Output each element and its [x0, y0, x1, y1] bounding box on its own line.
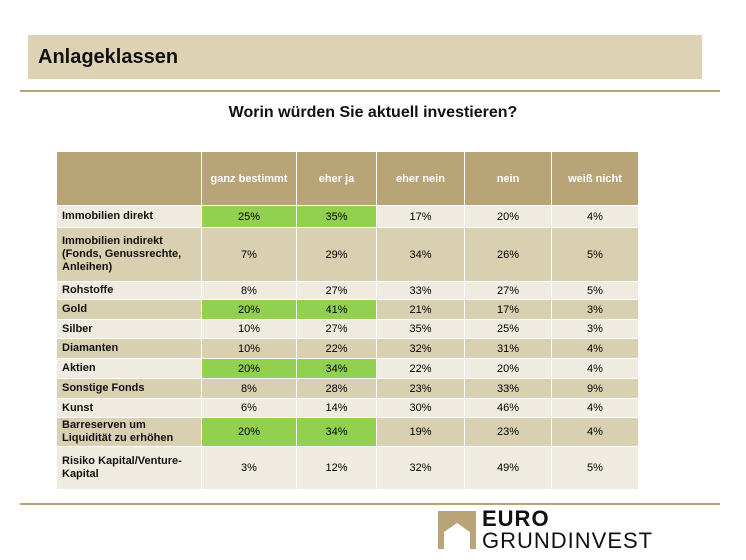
value-cell: 23%: [376, 378, 465, 399]
row-label: Aktien: [56, 358, 202, 379]
value-cell: 22%: [376, 358, 465, 379]
row-label: Barreserven um Liquidität zu erhöhen: [56, 417, 202, 447]
slide-title: Anlageklassen: [28, 35, 702, 79]
value-cell: 23%: [464, 417, 552, 447]
value-cell: 28%: [296, 378, 377, 399]
top-divider: [20, 90, 720, 92]
table-row: Gold 20% 41% 21% 17% 3%: [56, 299, 639, 320]
column-header: eher ja: [296, 151, 377, 206]
value-cell: 29%: [296, 227, 377, 282]
value-cell: 6%: [201, 398, 297, 418]
row-label: Rohstoffe: [56, 281, 202, 300]
row-label: Sonstige Fonds: [56, 378, 202, 399]
row-label: Immobilien direkt: [56, 205, 202, 228]
value-cell: 10%: [201, 319, 297, 339]
table-header-row: ganz bestimmt eher ja eher nein nein weiß ni…: [56, 151, 639, 206]
value-cell: 14%: [296, 398, 377, 418]
value-cell: 49%: [464, 446, 552, 490]
value-cell: 31%: [464, 338, 552, 359]
table-row: Aktien 20% 34% 22% 20% 4%: [56, 358, 639, 379]
value-cell: 20%: [201, 299, 297, 320]
value-cell: 20%: [201, 417, 297, 447]
value-cell: 5%: [551, 281, 639, 300]
header-empty: [56, 151, 202, 206]
table-row: Immobilien indirekt (Fonds, Genussrechte…: [56, 227, 639, 282]
table-row: Risiko Kapital/Venture-Kapital 3% 12% 32% 49…: [56, 446, 639, 490]
value-cell: 7%: [201, 227, 297, 282]
value-cell: 27%: [296, 281, 377, 300]
table-row: Kunst 6% 14% 30% 46% 4%: [56, 398, 639, 418]
column-header: eher nein: [376, 151, 465, 206]
value-cell: 5%: [551, 446, 639, 490]
table-row: Immobilien direkt 25% 35% 17% 20% 4%: [56, 205, 639, 228]
value-cell: 8%: [201, 378, 297, 399]
value-cell: 3%: [201, 446, 297, 490]
value-cell: 4%: [551, 398, 639, 418]
value-cell: 19%: [376, 417, 465, 447]
survey-table: ganz bestimmt eher ja eher nein nein weiß ni…: [56, 151, 639, 490]
table-row: Diamanten 10% 22% 32% 31% 4%: [56, 338, 639, 359]
value-cell: 30%: [376, 398, 465, 418]
table-row: Sonstige Fonds 8% 28% 23% 33% 9%: [56, 378, 639, 399]
row-label: Risiko Kapital/Venture-Kapital: [56, 446, 202, 490]
value-cell: 25%: [464, 319, 552, 339]
logo-line1: EURO: [482, 506, 550, 531]
table-row: Silber 10% 27% 35% 25% 3%: [56, 319, 639, 339]
row-label: Immobilien indirekt (Fonds, Genussrechte…: [56, 227, 202, 282]
row-label: Silber: [56, 319, 202, 339]
house-icon: [438, 511, 476, 549]
value-cell: 21%: [376, 299, 465, 320]
value-cell: 26%: [464, 227, 552, 282]
table-row: Rohstoffe 8% 27% 33% 27% 5%: [56, 281, 639, 300]
value-cell: 41%: [296, 299, 377, 320]
value-cell: 27%: [296, 319, 377, 339]
table-row: Barreserven um Liquidität zu erhöhen 20% 3…: [56, 417, 639, 447]
value-cell: 4%: [551, 205, 639, 228]
value-cell: 17%: [376, 205, 465, 228]
value-cell: 12%: [296, 446, 377, 490]
value-cell: 17%: [464, 299, 552, 320]
value-cell: 25%: [201, 205, 297, 228]
value-cell: 46%: [464, 398, 552, 418]
question-title: Worin würden Sie aktuell investieren?: [228, 104, 518, 121]
value-cell: 20%: [464, 205, 552, 228]
row-label: Gold: [56, 299, 202, 320]
value-cell: 34%: [296, 358, 377, 379]
value-cell: 4%: [551, 358, 639, 379]
value-cell: 3%: [551, 299, 639, 320]
value-cell: 20%: [464, 358, 552, 379]
value-cell: 10%: [201, 338, 297, 359]
value-cell: 33%: [464, 378, 552, 399]
value-cell: 8%: [201, 281, 297, 300]
value-cell: 34%: [376, 227, 465, 282]
value-cell: 32%: [376, 338, 465, 359]
value-cell: 35%: [376, 319, 465, 339]
column-header: ganz bestimmt: [201, 151, 297, 206]
value-cell: 33%: [376, 281, 465, 300]
value-cell: 32%: [376, 446, 465, 490]
value-cell: 4%: [551, 417, 639, 447]
value-cell: 4%: [551, 338, 639, 359]
value-cell: 22%: [296, 338, 377, 359]
value-cell: 5%: [551, 227, 639, 282]
column-header: weiß nicht: [551, 151, 639, 206]
column-header: nein: [464, 151, 552, 206]
value-cell: 34%: [296, 417, 377, 447]
row-label: Kunst: [56, 398, 202, 418]
row-label: Diamanten: [56, 338, 202, 359]
bottom-divider: [20, 503, 720, 505]
value-cell: 35%: [296, 205, 377, 228]
value-cell: 9%: [551, 378, 639, 399]
logo-line2: GRUNDINVEST: [482, 528, 654, 553]
value-cell: 3%: [551, 319, 639, 339]
eurogrundinvest-logo: EURO GRUNDINVEST: [438, 508, 653, 552]
value-cell: 20%: [201, 358, 297, 379]
value-cell: 27%: [464, 281, 552, 300]
